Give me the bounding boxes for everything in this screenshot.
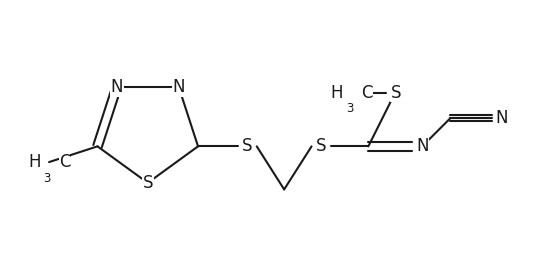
Text: N: N bbox=[416, 137, 428, 155]
Text: H: H bbox=[29, 153, 41, 171]
Text: C: C bbox=[361, 84, 373, 101]
Text: C: C bbox=[59, 153, 70, 171]
Text: N: N bbox=[495, 109, 508, 127]
Text: H: H bbox=[331, 84, 343, 101]
Text: S: S bbox=[316, 137, 327, 155]
Text: S: S bbox=[241, 137, 252, 155]
Text: N: N bbox=[173, 78, 185, 96]
Text: S: S bbox=[142, 174, 153, 192]
Text: 3: 3 bbox=[43, 172, 51, 185]
Text: N: N bbox=[111, 78, 123, 96]
Text: 3: 3 bbox=[346, 102, 353, 115]
Text: S: S bbox=[390, 84, 401, 101]
